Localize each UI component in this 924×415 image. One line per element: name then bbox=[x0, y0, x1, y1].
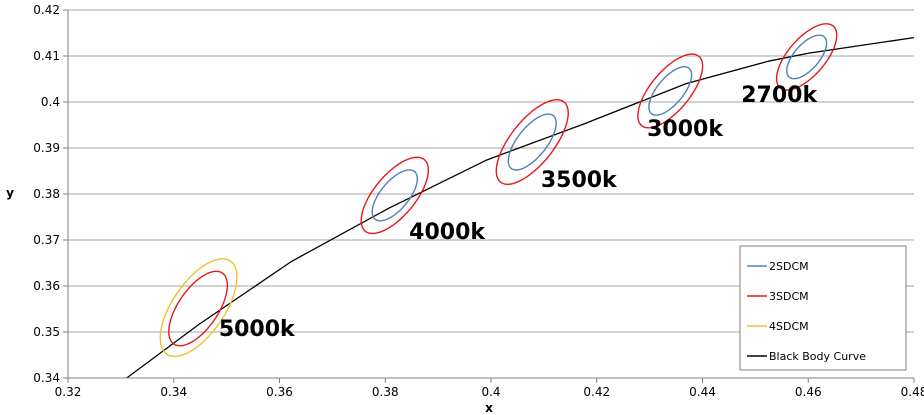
x-tick-label: 0.42 bbox=[583, 385, 610, 399]
3sdcm-ellipse bbox=[637, 53, 704, 129]
black-body-curve-layer bbox=[126, 36, 915, 379]
x-tick-label: 0.46 bbox=[795, 385, 822, 399]
y-tick-label: 0.42 bbox=[33, 3, 60, 17]
legend: 2SDCM 3SDCM 4SDCM Black Body Curve bbox=[739, 245, 907, 371]
y-tick-label: 0.39 bbox=[33, 141, 60, 155]
3sdcm-ellipse bbox=[495, 99, 569, 186]
ellipse-layer bbox=[159, 23, 838, 358]
cct-label: 3000k bbox=[647, 117, 724, 142]
y-tick-label: 0.38 bbox=[33, 187, 60, 201]
legend-label-3sdcm: 3SDCM bbox=[769, 290, 809, 303]
x-tick-label: 0.48 bbox=[901, 385, 924, 399]
cct-label: 4000k bbox=[409, 220, 486, 245]
x-tick-label: 0.34 bbox=[160, 385, 187, 399]
black-body-curve-line bbox=[126, 36, 915, 379]
legend-box bbox=[739, 245, 907, 371]
3sdcm-ellipse bbox=[168, 270, 229, 347]
y-tick-labels: 0.34 0.35 0.36 0.37 0.38 0.39 0.4 0.41 0.42 bbox=[33, 3, 60, 385]
4sdcm-ellipse bbox=[159, 258, 238, 358]
x-tick-label: 0.32 bbox=[55, 385, 82, 399]
x-tick-label: 0.38 bbox=[372, 385, 399, 399]
legend-label-black-body-curve: Black Body Curve bbox=[769, 350, 866, 363]
x-tick-label: 0.44 bbox=[689, 385, 716, 399]
y-tick-label: 0.34 bbox=[33, 371, 60, 385]
3sdcm-ellipse bbox=[775, 23, 838, 91]
2sdcm-ellipse bbox=[371, 169, 419, 222]
2sdcm-ellipse bbox=[786, 34, 828, 80]
2sdcm-ellipse bbox=[648, 66, 693, 116]
cct-label: 2700k bbox=[741, 83, 818, 108]
axes bbox=[63, 9, 915, 383]
legend-label-2sdcm: 2SDCM bbox=[769, 260, 809, 273]
x-axis-title: x bbox=[485, 401, 493, 415]
x-tick-labels: 0.32 0.34 0.36 0.38 0.4 0.42 0.44 0.46 0.48 bbox=[55, 385, 924, 399]
y-tick-label: 0.36 bbox=[33, 279, 60, 293]
legend-label-4sdcm: 4SDCM bbox=[769, 320, 809, 333]
cct-annotations: 2700k 3000k 3500k 4000k 5000k bbox=[219, 83, 819, 342]
x-tick-label: 0.36 bbox=[266, 385, 293, 399]
y-tick-label: 0.41 bbox=[33, 49, 60, 63]
cct-label: 5000k bbox=[219, 317, 296, 342]
gridlines bbox=[68, 9, 914, 333]
x-tick-label: 0.4 bbox=[481, 385, 500, 399]
3sdcm-ellipse bbox=[360, 156, 430, 235]
cct-label: 3500k bbox=[541, 168, 618, 193]
y-tick-label: 0.35 bbox=[33, 325, 60, 339]
y-tick-label: 0.4 bbox=[41, 95, 60, 109]
y-axis-title: y bbox=[6, 186, 14, 200]
y-tick-label: 0.37 bbox=[33, 233, 60, 247]
2sdcm-ellipse bbox=[507, 113, 557, 171]
